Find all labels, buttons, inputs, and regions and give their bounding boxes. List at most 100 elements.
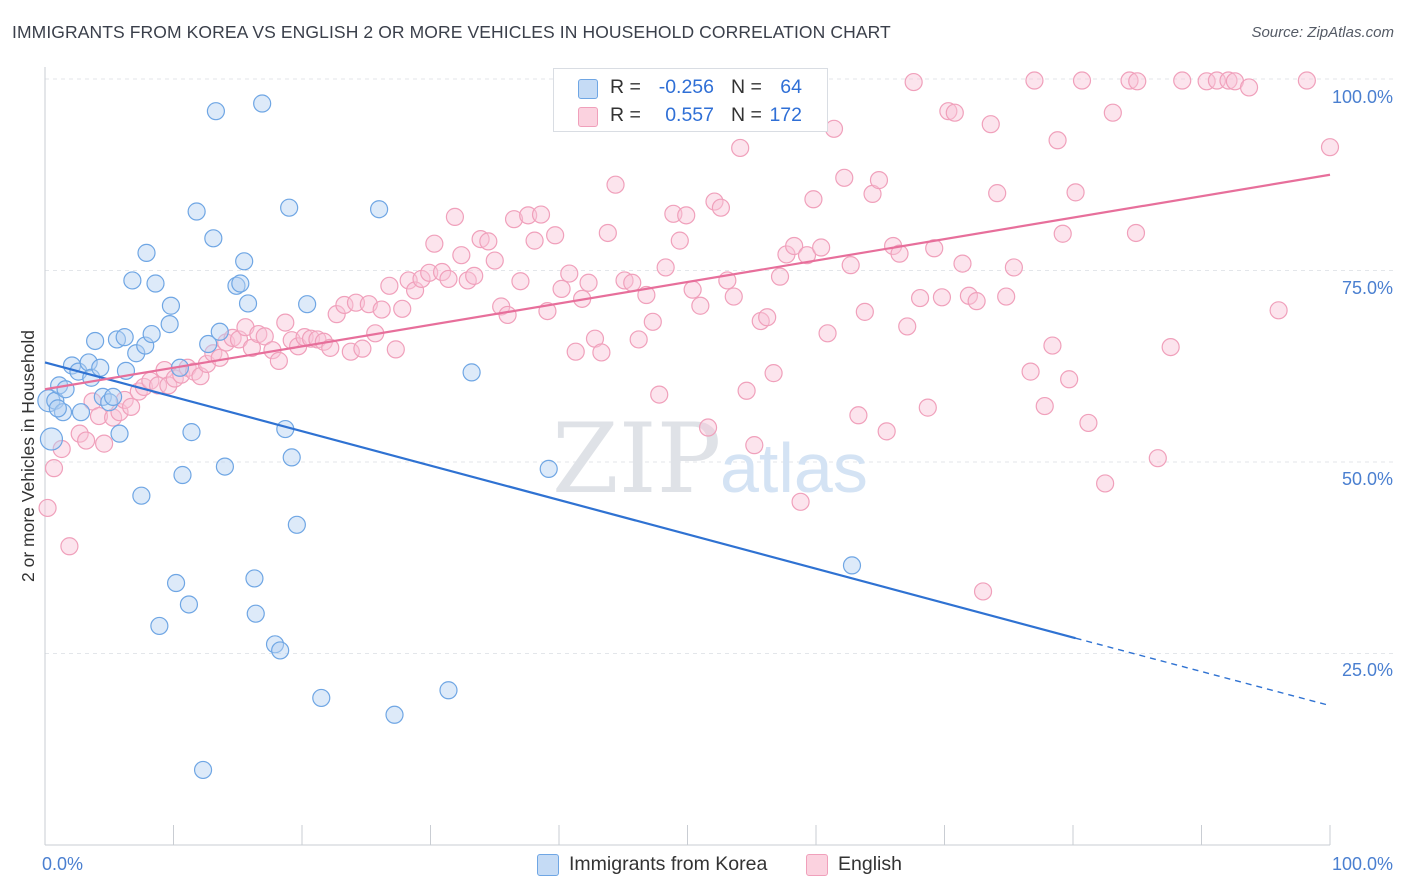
y-tick-label: 50.0% <box>1342 469 1393 489</box>
y-tick-label: 100.0% <box>1332 87 1393 107</box>
english-point <box>745 436 764 455</box>
english-point <box>566 342 585 361</box>
english-point <box>60 537 79 556</box>
korea-point <box>312 688 331 708</box>
english-point <box>869 171 889 190</box>
korea-point <box>71 403 91 422</box>
english-point <box>791 492 810 511</box>
y-tick-label: 75.0% <box>1342 278 1393 298</box>
legend-swatch-english <box>578 107 598 127</box>
english-point <box>981 115 1000 134</box>
korea-point <box>104 387 123 406</box>
korea-point <box>179 595 199 614</box>
legend-swatch-korea <box>578 79 598 99</box>
bottom-legend-label-english: English <box>838 853 902 875</box>
korea-point <box>462 363 481 382</box>
english-point <box>121 397 141 416</box>
trend-lines <box>44 173 1331 707</box>
english-point <box>953 254 972 273</box>
bottom-legend-label-korea: Immigrants from Korea <box>569 853 768 875</box>
english-point <box>656 258 675 277</box>
english-point <box>910 288 930 308</box>
english-point <box>425 234 444 253</box>
english-point <box>95 434 114 453</box>
grid-lines <box>45 78 1393 654</box>
korea-point <box>142 324 161 344</box>
english-point <box>255 327 274 346</box>
english-point <box>44 459 64 478</box>
english-point <box>1021 362 1040 381</box>
legend-n-value-korea: 64 <box>780 76 802 98</box>
english-point <box>498 305 517 325</box>
english-point <box>52 439 71 459</box>
korea-point <box>146 274 165 293</box>
legend-n-value-english: 172 <box>769 104 802 126</box>
korea-point <box>287 515 306 534</box>
korea-point <box>39 427 64 451</box>
english-point <box>731 138 750 158</box>
series-korea-points <box>37 94 862 780</box>
english-point <box>945 103 964 122</box>
english-point <box>327 305 346 324</box>
english-point <box>670 231 689 250</box>
legend-row-english: R = 0.557 N = 172 <box>554 100 827 130</box>
english-point <box>932 288 952 307</box>
english-point <box>698 418 718 437</box>
english-point <box>380 276 399 295</box>
korea-point <box>199 334 218 354</box>
legend-n-label: N = <box>731 104 762 126</box>
english-point <box>849 406 868 425</box>
english-point <box>1219 71 1238 90</box>
y-tick-label: 25.0% <box>1342 660 1393 680</box>
english-point <box>445 207 465 226</box>
korea-point <box>187 202 206 221</box>
english-point <box>770 267 790 286</box>
english-point <box>973 582 993 601</box>
english-point <box>967 292 986 311</box>
english-point <box>546 226 565 245</box>
english-point <box>724 287 743 306</box>
korea-point <box>370 200 389 219</box>
english-point <box>643 312 662 331</box>
english-point <box>737 381 756 400</box>
english-point <box>1320 138 1340 157</box>
english-point <box>38 498 57 518</box>
english-point <box>1048 131 1067 150</box>
english-point <box>797 246 817 265</box>
korea-point <box>282 448 301 467</box>
english-point <box>890 244 909 263</box>
english-point <box>691 296 710 315</box>
english-point <box>1004 258 1023 277</box>
english-point <box>479 232 498 251</box>
english-point <box>918 398 937 417</box>
y-axis-label: 2 or more Vehicles in Household <box>18 330 38 582</box>
english-point <box>1197 72 1216 91</box>
chart-source: Source: ZipAtlas.com <box>1251 24 1394 41</box>
english-point <box>276 313 295 332</box>
korea-point <box>161 296 181 315</box>
english-point <box>1053 224 1072 243</box>
legend-row-korea: R = -0.256 N = 64 <box>554 72 827 102</box>
korea-point <box>245 569 264 588</box>
english-point <box>877 422 896 441</box>
korea-point <box>206 102 226 121</box>
english-point <box>855 302 874 321</box>
legend-r-value-english: 0.557 <box>665 104 714 126</box>
korea-point <box>238 294 258 313</box>
english-point <box>824 119 844 138</box>
english-point <box>629 330 648 349</box>
korea-point <box>86 331 105 351</box>
english-point <box>988 184 1007 203</box>
korea-point <box>56 380 75 399</box>
trend-line-korea-extension <box>1075 637 1331 707</box>
english-point <box>1269 301 1288 320</box>
english-point <box>1096 474 1115 493</box>
korea-point <box>173 465 192 485</box>
english-point <box>439 269 458 289</box>
english-point <box>485 251 504 270</box>
english-point <box>841 256 860 275</box>
watermark-zip: ZIP <box>552 403 721 515</box>
english-point <box>711 198 731 217</box>
legend-r-label: R = <box>610 104 641 126</box>
english-point <box>804 190 823 209</box>
